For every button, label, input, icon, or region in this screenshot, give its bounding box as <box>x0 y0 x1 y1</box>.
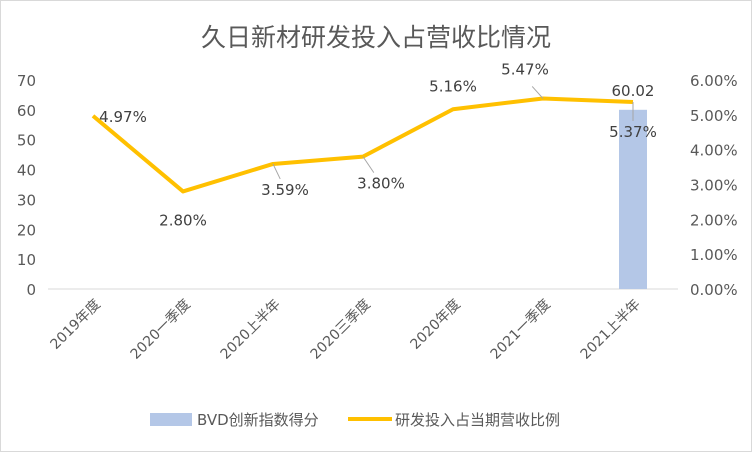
x-tick-label: 2020年度 <box>408 297 464 353</box>
left-tick-label: 60 <box>17 102 36 120</box>
left-tick-label: 0 <box>26 281 36 299</box>
bar <box>619 109 647 290</box>
line-data-label: 4.97% <box>99 108 147 126</box>
line-data-label: 2.80% <box>159 211 207 229</box>
x-tick-label: 2020一季度 <box>128 297 194 363</box>
legend-label-bar: BVD创新指数得分 <box>197 411 319 429</box>
right-tick-label: 1.00% <box>690 246 738 264</box>
left-tick-label: 50 <box>17 132 36 150</box>
line-data-label: 5.37% <box>609 123 657 141</box>
left-tick-label: 70 <box>17 72 36 90</box>
leader-line <box>362 156 375 173</box>
x-tick-label: 2020三季度 <box>308 297 374 363</box>
left-tick-label: 10 <box>17 251 36 269</box>
right-tick-label: 6.00% <box>690 72 738 90</box>
x-tick-label: 2021一季度 <box>488 297 554 363</box>
line-data-label: 3.80% <box>357 175 405 193</box>
x-tick-label: 2021上半年 <box>578 297 644 363</box>
legend-swatch-bar <box>150 413 192 426</box>
right-tick-label: 0.00% <box>690 281 738 299</box>
x-tick-label: 2019年度 <box>48 297 104 353</box>
left-tick-label: 40 <box>17 162 36 180</box>
right-tick-label: 3.00% <box>690 177 738 195</box>
chart-title: 久日新材研发投入占营收比情况 <box>201 23 551 52</box>
right-tick-label: 5.00% <box>690 107 738 125</box>
left-tick-label: 20 <box>17 221 36 239</box>
right-tick-label: 2.00% <box>690 211 738 229</box>
line-data-label: 5.47% <box>501 60 549 78</box>
left-tick-label: 30 <box>17 191 36 209</box>
line-data-label: 5.16% <box>429 77 477 95</box>
legend-label-line: 研发投入占当期营收比例 <box>395 411 560 429</box>
bar-data-label: 60.02 <box>612 82 655 100</box>
leader-line <box>272 163 281 180</box>
right-tick-label: 4.00% <box>690 142 738 160</box>
leader-line <box>531 86 544 99</box>
x-tick-label: 2020上半年 <box>218 297 284 363</box>
line-data-label: 3.59% <box>261 181 309 199</box>
